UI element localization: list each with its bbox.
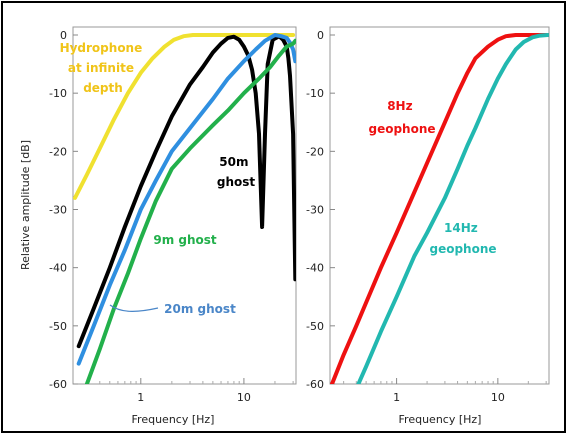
right-series-line-1 [356, 33, 549, 384]
right-ytick-label: -10 [306, 87, 324, 100]
leader-line-20m [109, 304, 159, 312]
left-ytick-label: -30 [49, 204, 67, 217]
right-ytick-label: -30 [306, 204, 324, 217]
right-ytick-label: -50 [306, 320, 324, 333]
annotation-hydrophone: Hydrophone at infinite depth [60, 41, 147, 95]
annotation-8hz-geophone: 8Hz geophone [368, 99, 435, 136]
annotation-9m-ghost: 9m ghost [153, 233, 217, 247]
left-series [73, 33, 296, 384]
right-ytick-label: -60 [306, 378, 324, 391]
left-series-line-0 [73, 33, 296, 200]
annotation-50m-ghost: 50m ghost [217, 155, 256, 189]
annotation-20m-ghost: 20m ghost [164, 302, 236, 316]
right-xtick-label: 10 [491, 391, 505, 404]
left-ytick-label: -40 [49, 262, 67, 275]
left-series-line-3 [84, 38, 296, 384]
right-ticks: 0 -10 -20 -30 -40 -50 -60 1 10 [306, 29, 547, 404]
left-ylabel: Relative amplitude [dB] [19, 140, 32, 270]
right-ytick-label: -40 [306, 262, 324, 275]
left-xtick-label: 10 [237, 391, 251, 404]
right-xtick-label: 1 [393, 391, 400, 404]
left-xtick-label: 1 [137, 391, 144, 404]
left-ytick-label: 0 [60, 29, 67, 42]
left-ytick-label: -60 [49, 378, 67, 391]
right-ytick-label: 0 [317, 29, 324, 42]
left-series-line-1 [76, 34, 296, 349]
left-xlabel: Frequency [Hz] [132, 413, 215, 426]
left-ytick-label: -10 [49, 87, 67, 100]
left-ytick-label: -20 [49, 145, 67, 158]
annotation-14hz-geophone: 14Hz geophone [429, 221, 496, 256]
right-xlabel: Frequency [Hz] [399, 413, 482, 426]
right-series [330, 33, 549, 384]
left-ticks: 0 -10 -20 -30 -40 -50 -60 1 10 [49, 29, 294, 404]
right-plot-frame [329, 26, 550, 385]
right-ytick-label: -20 [306, 145, 324, 158]
left-series-line-2 [76, 33, 296, 366]
left-ytick-label: -50 [49, 320, 67, 333]
right-series-line-0 [330, 33, 549, 384]
